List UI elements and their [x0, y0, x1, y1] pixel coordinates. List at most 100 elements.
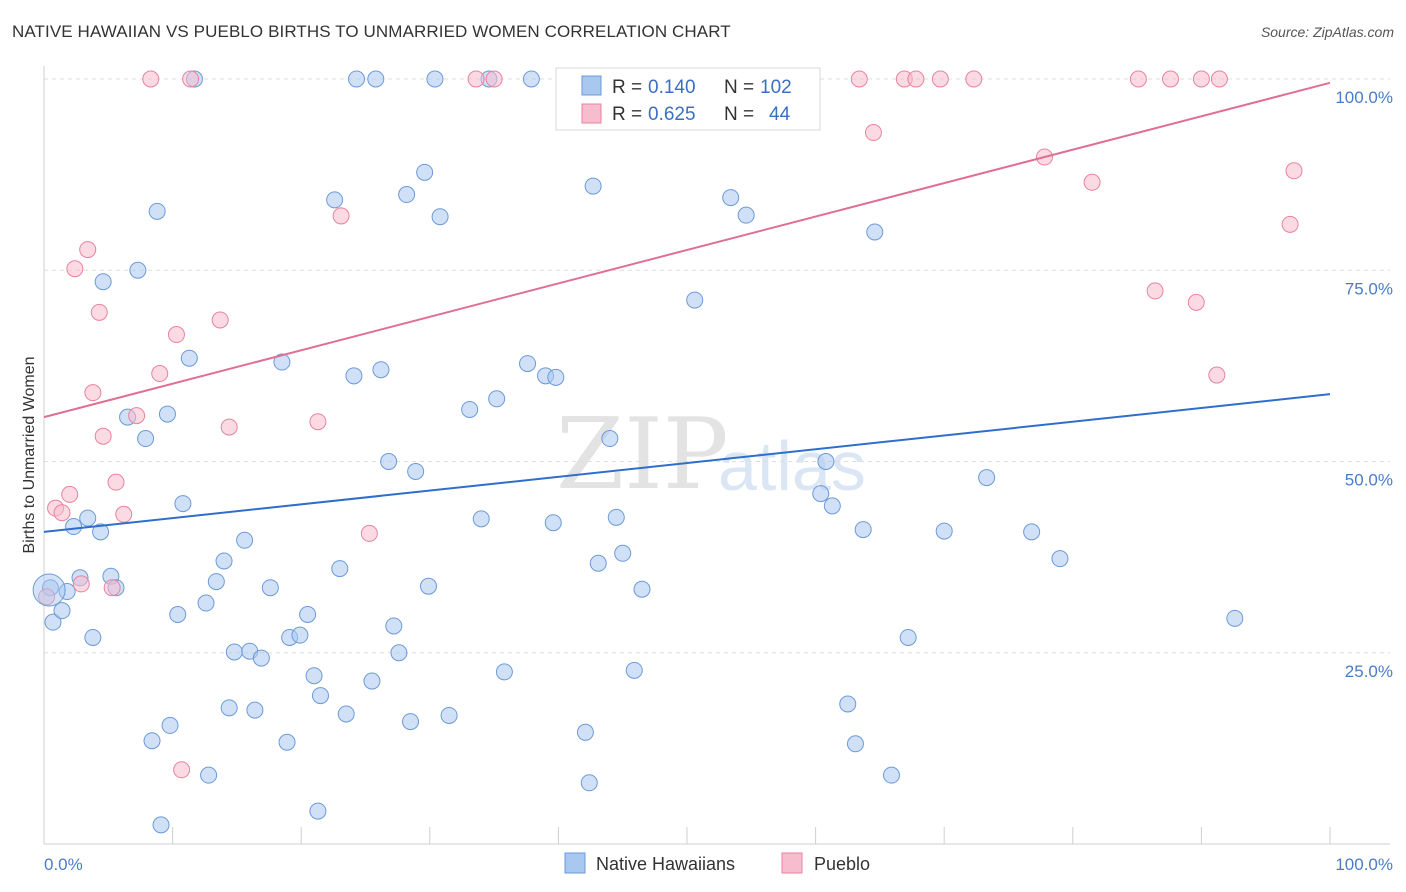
data-point	[633, 580, 651, 598]
data-point	[180, 349, 198, 367]
data-point	[522, 70, 540, 88]
data-point	[169, 606, 187, 623]
data-point	[1051, 550, 1069, 568]
data-point	[252, 649, 270, 667]
data-point	[1146, 282, 1164, 300]
data-point	[211, 311, 229, 329]
data-point	[978, 469, 996, 487]
data-point	[207, 573, 225, 591]
y-tick-label: 25.0%	[1345, 662, 1393, 681]
data-point	[882, 766, 900, 784]
axes	[43, 66, 1390, 845]
data-point	[220, 699, 238, 717]
data-point	[345, 367, 363, 385]
trend-lines	[43, 81, 1331, 533]
data-point	[115, 505, 133, 523]
data-point	[1210, 70, 1228, 88]
data-point	[899, 628, 917, 646]
data-point	[589, 554, 607, 572]
stats-r-value-2: 0.625	[648, 104, 696, 125]
data-point	[53, 602, 71, 620]
stats-n-label-1: N =	[724, 77, 754, 98]
legend-swatch-native-hawaiians	[564, 852, 586, 874]
data-point	[1192, 70, 1210, 88]
data-point	[363, 672, 381, 690]
data-point	[965, 70, 983, 88]
stats-r-label-1: R =	[612, 77, 642, 98]
x-tick-label-max: 100.0%	[1335, 855, 1393, 874]
data-point	[839, 695, 857, 713]
data-point	[66, 260, 84, 278]
data-point	[137, 430, 155, 448]
y-tick-label: 100.0%	[1335, 88, 1393, 107]
data-point	[601, 430, 619, 448]
data-point	[580, 774, 598, 792]
data-point	[812, 485, 830, 503]
data-point	[273, 353, 291, 371]
data-points	[32, 70, 1303, 834]
data-point	[278, 733, 296, 751]
stats-n-label-2: N =	[724, 104, 754, 125]
legend-swatch-pueblo	[781, 852, 803, 874]
data-point	[220, 418, 238, 436]
stats-swatch-native-hawaiians	[581, 75, 602, 96]
legend-label-native-hawaiians: Native Hawaiians	[596, 854, 735, 874]
data-point	[90, 303, 108, 321]
data-point	[332, 207, 350, 225]
data-point	[544, 514, 562, 532]
watermark-atlas: atlas	[718, 427, 866, 505]
data-point	[347, 70, 365, 88]
stats-legend: R = 0.140 N = 102 R = 0.625 N = 44	[555, 67, 821, 131]
stats-n-value-1: 102	[760, 77, 792, 98]
data-point	[53, 504, 71, 522]
data-point	[854, 521, 872, 539]
y-tick-label: 50.0%	[1345, 471, 1393, 490]
data-point	[817, 453, 835, 470]
data-point	[485, 70, 503, 88]
data-point	[737, 206, 755, 224]
data-point	[1226, 609, 1244, 627]
y-axis-label: Births to Unmarried Women	[21, 356, 38, 553]
data-point	[935, 522, 953, 540]
data-point	[426, 70, 444, 88]
data-point	[158, 405, 176, 423]
data-point	[547, 368, 565, 386]
data-point	[495, 663, 513, 681]
data-point	[1285, 162, 1303, 180]
data-point	[197, 594, 215, 612]
data-point	[79, 241, 97, 259]
data-point	[142, 70, 160, 88]
stats-r-value-1: 0.140	[648, 77, 696, 98]
data-point	[1129, 70, 1147, 88]
data-point	[326, 191, 344, 209]
legend-label-pueblo: Pueblo	[814, 854, 870, 874]
data-point	[84, 628, 102, 646]
data-point	[846, 735, 864, 753]
data-point	[625, 661, 643, 679]
data-point	[931, 70, 949, 88]
data-point	[467, 70, 485, 88]
data-point	[246, 701, 264, 719]
watermark-zip: ZIP	[556, 398, 729, 512]
data-point	[1187, 293, 1205, 311]
data-point	[380, 453, 398, 470]
data-point	[1083, 173, 1101, 191]
data-point	[65, 518, 83, 536]
data-point	[94, 273, 112, 291]
stats-r-label-2: R =	[612, 104, 642, 125]
data-point	[305, 667, 323, 685]
data-point	[200, 766, 218, 784]
data-point	[416, 163, 434, 181]
data-point	[299, 606, 317, 623]
data-point	[236, 531, 254, 549]
data-point	[1162, 70, 1180, 88]
data-point	[488, 390, 506, 408]
data-point	[372, 361, 390, 379]
data-point	[129, 261, 147, 279]
trend-line-native-hawaiians	[43, 393, 1331, 533]
x-tick-label-min: 0.0%	[44, 855, 83, 874]
data-point	[225, 643, 243, 661]
data-point	[61, 485, 79, 503]
data-point	[331, 560, 349, 578]
